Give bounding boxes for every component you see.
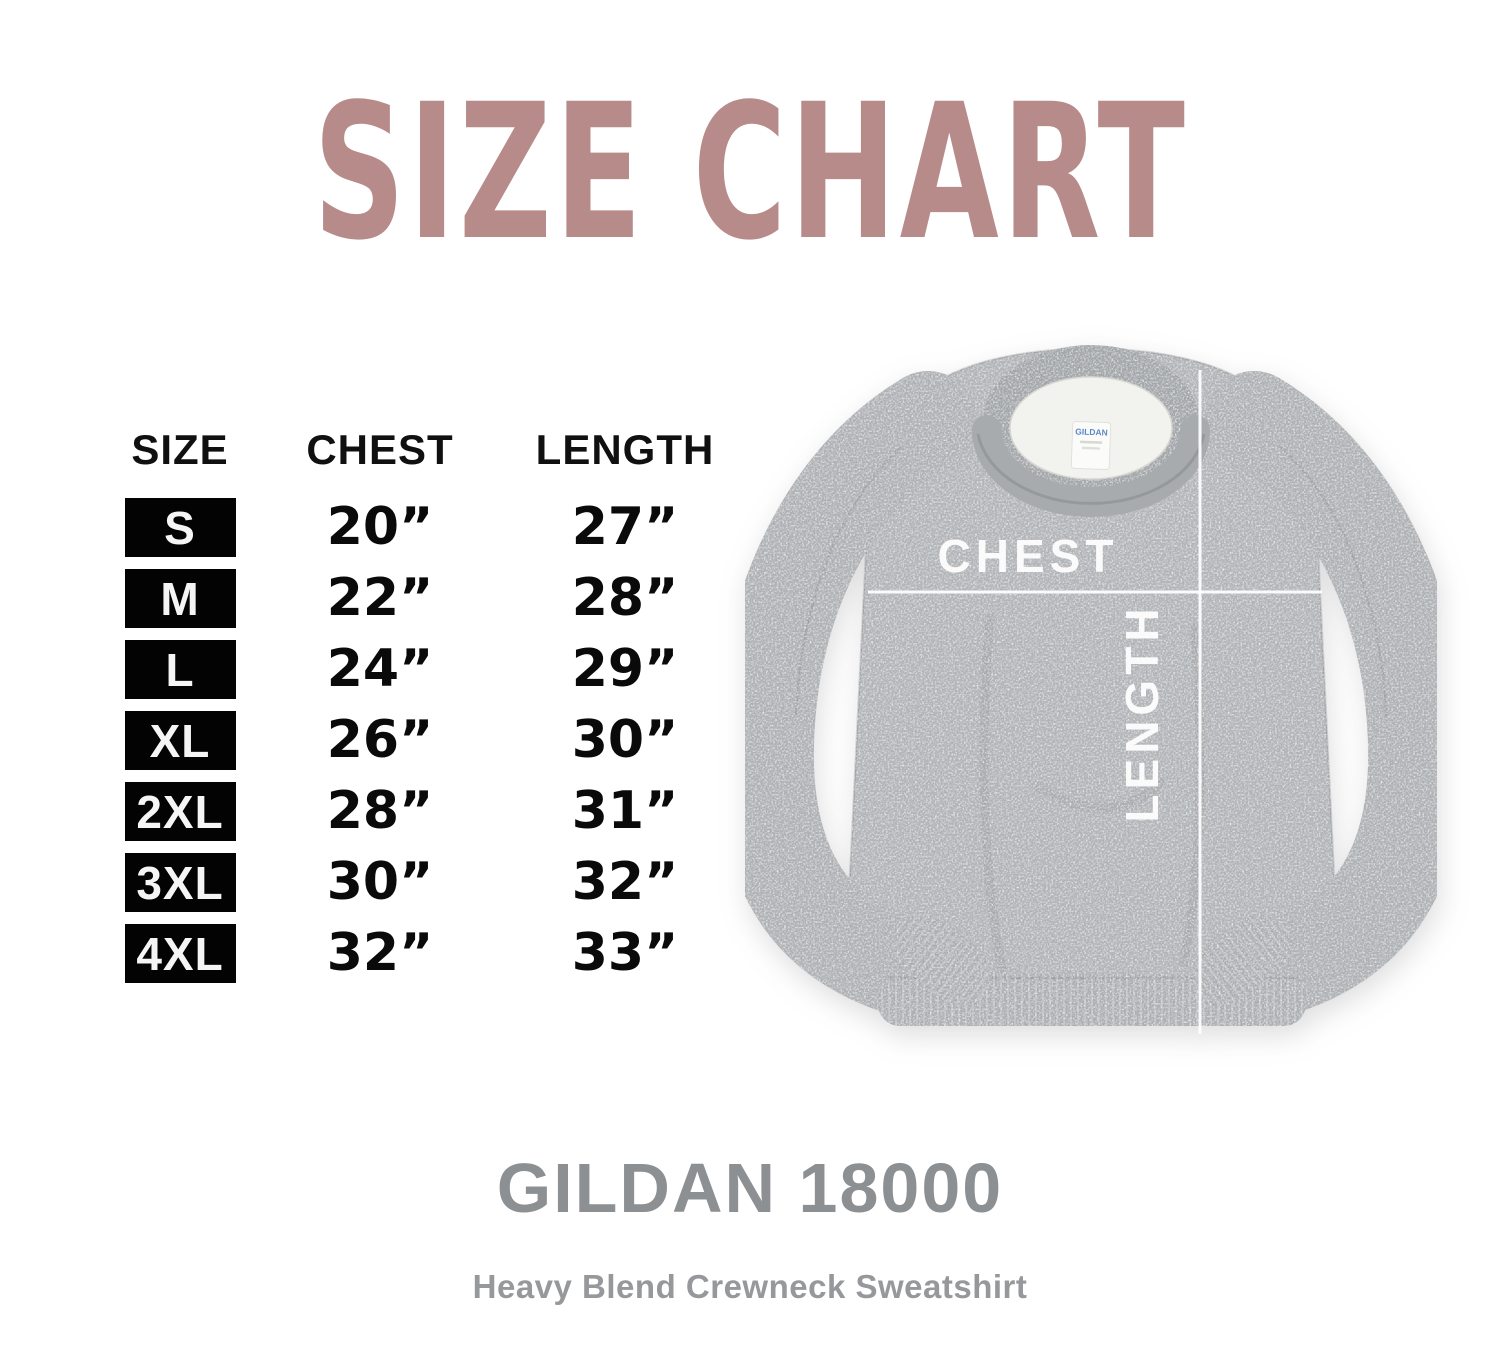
chest-value: 22”	[326, 568, 434, 628]
size-badge: 2XL	[124, 782, 236, 841]
column-header-length: LENGTH	[535, 426, 715, 473]
length-value: 33”	[571, 923, 679, 983]
sweatshirt-left-sleeve	[715, 371, 987, 1023]
chest-measure-label: CHEST	[938, 530, 1119, 582]
size-badge-label: 4XL	[136, 927, 224, 980]
size-badge: 4XL	[124, 924, 236, 983]
size-badge-label: XL	[149, 714, 211, 767]
size-badge: XL	[124, 711, 236, 770]
size-table: SIZE CHEST LENGTH S 20” 27” M 22” 28” L …	[100, 424, 760, 995]
table-row: L 24” 29”	[100, 640, 760, 699]
page-title: SIZE CHART	[312, 63, 1188, 282]
product-name: GILDAN 18000	[496, 1149, 1004, 1227]
table-row: 3XL 30” 32”	[100, 853, 760, 912]
chest-value: 20”	[326, 497, 434, 557]
length-value: 28”	[571, 568, 679, 628]
sweatshirt-body-group	[715, 345, 1467, 1026]
column-header-size: SIZE	[131, 426, 229, 473]
table-header-row: SIZE CHEST LENGTH	[100, 424, 760, 476]
size-badge-label: L	[165, 643, 195, 696]
size-badge-label: S	[164, 501, 196, 554]
chest-value: 28”	[326, 781, 434, 841]
size-badge: M	[124, 569, 236, 628]
length-value: 32”	[571, 852, 679, 912]
size-badge: L	[124, 640, 236, 699]
length-value: 30”	[571, 710, 679, 770]
table-row: M 22” 28”	[100, 569, 760, 628]
measurement-overlay: CHEST LENGTH	[868, 370, 1322, 1034]
size-badge-label: M	[160, 572, 200, 625]
length-measure-label: LENGTH	[1116, 603, 1168, 822]
collar-inner: GILDAN	[972, 376, 1210, 517]
length-value: 29”	[571, 639, 679, 699]
length-value: 27”	[571, 497, 679, 557]
chest-value: 26”	[326, 710, 434, 770]
sweatshirt-right-sleeve	[1195, 371, 1467, 1023]
size-badge: S	[124, 498, 236, 557]
title-wrap: SIZE CHART	[0, 70, 1500, 275]
chest-value: 24”	[326, 639, 434, 699]
chest-value: 32”	[326, 923, 434, 983]
table-row: S 20” 27”	[100, 498, 760, 557]
sweatshirt-photo: GILDAN CHEST LENGTH	[715, 345, 1467, 1034]
size-badge-label: 2XL	[136, 785, 224, 838]
table-row: 4XL 32” 33”	[100, 924, 760, 983]
size-badge: 3XL	[124, 853, 236, 912]
collar-tag-brand: GILDAN	[1075, 426, 1108, 437]
size-badge-label: 3XL	[136, 856, 224, 909]
length-value: 31”	[571, 781, 679, 841]
table-row: XL 26” 30”	[100, 711, 760, 770]
table-row: 2XL 28” 31”	[100, 782, 760, 841]
collar-tag	[1070, 420, 1112, 471]
product-description: Heavy Blend Crewneck Sweatshirt	[472, 1268, 1028, 1305]
column-header-chest: CHEST	[306, 426, 454, 473]
chest-value: 30”	[326, 852, 434, 912]
